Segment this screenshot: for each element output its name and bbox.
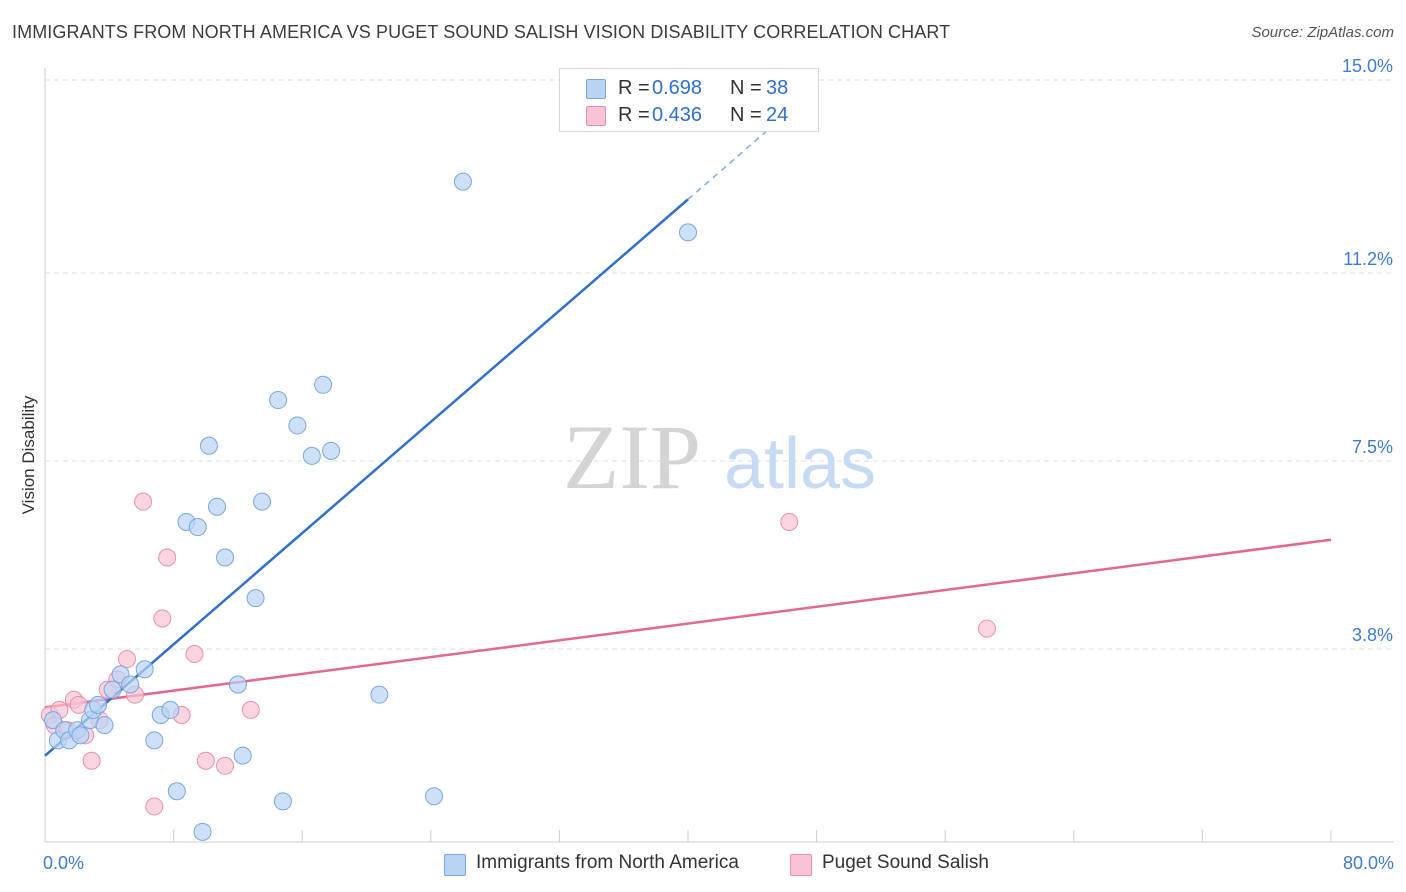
point-immigrants (44, 711, 63, 730)
blue-swatch (444, 854, 466, 876)
watermark-atlas: atlas (724, 424, 876, 504)
point-immigrants (288, 416, 307, 435)
point-immigrants (71, 726, 90, 745)
watermark-zip: ZIP (563, 406, 701, 508)
point-immigrants (273, 792, 292, 811)
source-label: Source: ZipAtlas.com (1251, 24, 1394, 41)
legend-r-value: 0.436 (652, 104, 703, 126)
axes (44, 68, 1394, 843)
point-salish (241, 700, 260, 719)
stats-legend: R = 0.698 N = 38 R = 0.436 N = 24 (559, 68, 819, 132)
point-immigrants (193, 822, 212, 841)
point-salish (117, 650, 136, 669)
legend-n-value: 24 (766, 104, 789, 126)
point-immigrants (95, 716, 114, 735)
y-tick-label: 11.2% (1343, 249, 1393, 269)
point-immigrants (269, 391, 288, 410)
legend-r-label: R = (618, 77, 650, 99)
blue-swatch (586, 79, 606, 99)
point-immigrants (425, 787, 444, 806)
y-tick-label: 7.5% (1352, 437, 1393, 457)
point-immigrants (199, 436, 218, 455)
watermark: ZIP atlas (563, 406, 876, 508)
y-tick-label: 15.0% (1342, 56, 1393, 76)
point-immigrants (302, 446, 321, 465)
point-salish (158, 548, 177, 567)
point-salish (82, 751, 101, 770)
point-salish (185, 645, 204, 664)
point-immigrants (167, 782, 186, 801)
pink-swatch (790, 854, 812, 876)
data-points (40, 172, 996, 841)
point-immigrants (89, 695, 108, 714)
point-salish (196, 751, 215, 770)
legend-r-label: R = (618, 104, 650, 126)
x-tick-label: 80.0% (1343, 853, 1394, 873)
legend-label: Immigrants from North America (476, 852, 739, 873)
tick-labels: 3.8% 7.5% 11.2% 15.0% 0.0% 80.0% (43, 56, 1394, 873)
point-immigrants (135, 660, 154, 679)
trend-line-salish (44, 538, 1332, 709)
trend-line-immigrants (44, 198, 689, 757)
point-immigrants (314, 375, 333, 394)
point-immigrants (233, 746, 252, 765)
point-immigrants (145, 731, 164, 750)
point-immigrants (246, 589, 265, 608)
pink-swatch (586, 106, 606, 126)
point-salish (153, 609, 172, 628)
point-immigrants (161, 700, 180, 719)
point-immigrants (253, 492, 272, 511)
point-salish (216, 756, 235, 775)
gridlines (45, 79, 1394, 650)
legend-n-label: N = (730, 77, 762, 99)
x-tick-label: 0.0% (43, 853, 84, 873)
legend-n-label: N = (730, 104, 762, 126)
point-immigrants (370, 685, 389, 704)
point-immigrants (453, 172, 472, 191)
chart-title: IMMIGRANTS FROM NORTH AMERICA VS PUGET S… (12, 22, 951, 42)
legend-label: Puget Sound Salish (822, 852, 989, 873)
point-immigrants (121, 675, 140, 694)
point-salish (134, 492, 153, 511)
point-immigrants (188, 518, 207, 537)
point-immigrants (208, 497, 227, 516)
point-immigrants (216, 548, 235, 567)
legend-r-value: 0.698 (652, 77, 703, 99)
y-tick-label: 3.8% (1352, 625, 1393, 645)
point-salish (145, 797, 164, 816)
y-axis-label: Vision Disability (19, 395, 38, 514)
trend-lines (44, 87, 1332, 757)
point-salish (780, 512, 799, 531)
legend-n-value: 38 (766, 77, 789, 99)
point-salish (977, 619, 996, 638)
point-immigrants (679, 223, 697, 242)
point-immigrants (228, 675, 247, 694)
point-immigrants (103, 680, 122, 699)
point-immigrants (322, 441, 341, 460)
